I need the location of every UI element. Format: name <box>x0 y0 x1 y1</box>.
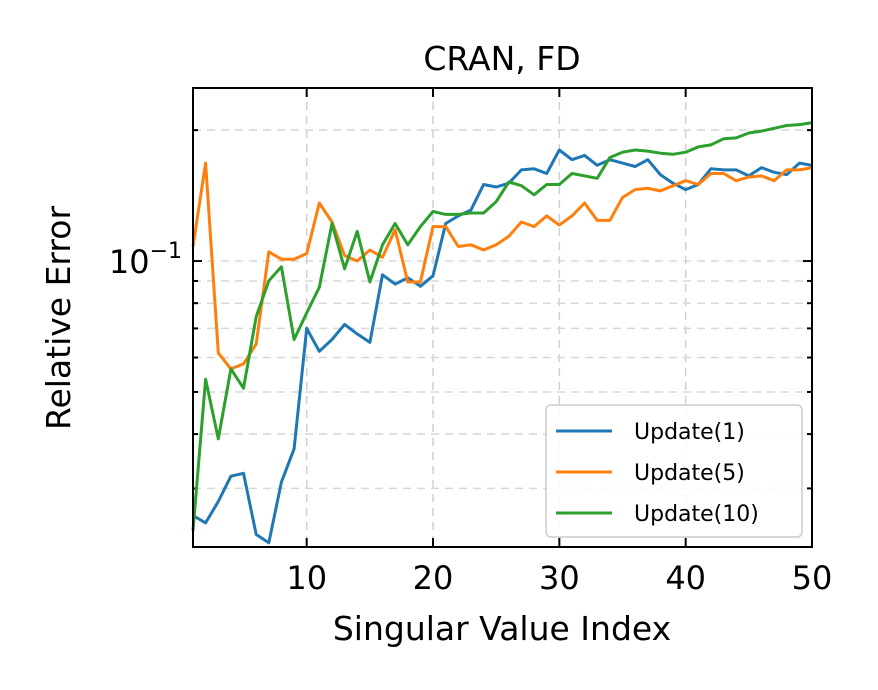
x-tick-label: 50 <box>792 559 833 597</box>
series-line-1 <box>192 148 813 545</box>
tick-marks <box>193 88 813 547</box>
y-axis-label: Relative Error <box>39 206 78 430</box>
y-tick-label-major: 10−1 <box>109 239 182 281</box>
y-tick-labels: 10−1 <box>109 239 182 281</box>
y-tick-exponent: −1 <box>150 239 182 264</box>
plot-frame <box>192 87 813 548</box>
chart-title: CRAN, FD <box>423 39 580 78</box>
x-tick-label: 20 <box>413 559 454 597</box>
legend: Update(1) Update(5) Update(10) <box>545 404 803 538</box>
x-tick-label: 40 <box>665 559 706 597</box>
legend-label: Update(5) <box>634 461 745 486</box>
legend-box <box>545 404 803 538</box>
y-tick-base: 10 <box>109 243 150 281</box>
x-tick-labels: 10 20 30 40 50 <box>286 559 832 597</box>
legend-label: Update(10) <box>634 502 759 527</box>
x-tick-label: 30 <box>539 559 580 597</box>
x-tick-label: 10 <box>286 559 327 597</box>
series-line-2 <box>191 161 813 371</box>
series-line-3 <box>191 121 813 531</box>
legend-label: Update(1) <box>634 420 745 445</box>
series-lines <box>191 121 813 545</box>
grid-layer <box>193 88 812 547</box>
x-axis-label: Singular Value Index <box>333 609 671 648</box>
